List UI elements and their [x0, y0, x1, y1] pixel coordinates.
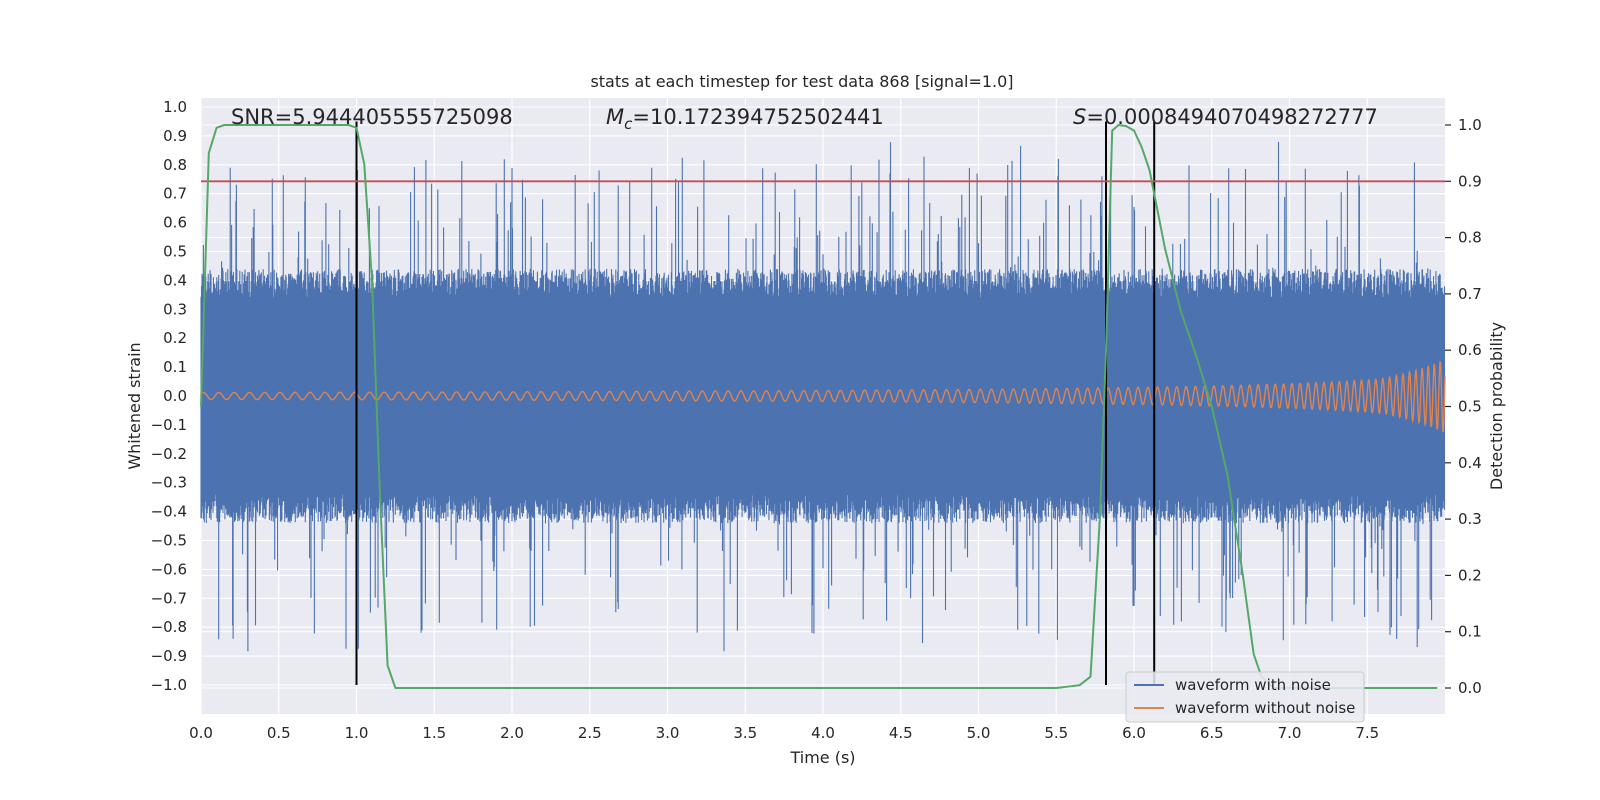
y-tick-label: −0.7 — [151, 589, 187, 607]
y2-tick-label: 0.2 — [1458, 566, 1482, 584]
mc-annotation: Mc=10.172394752502441 — [606, 105, 884, 133]
mc-value: =10.172394752502441 — [632, 105, 883, 129]
y-tick-label: −0.3 — [151, 474, 187, 492]
y-tick-label: 0.1 — [163, 358, 187, 376]
x-tick-label: 5.5 — [1044, 724, 1068, 742]
y-tick-label: 1.0 — [163, 98, 187, 116]
x-axis-label: Time (s) — [789, 748, 855, 767]
x-axis-ticks: 0.0 0.5 1.0 1.5 2.0 2.5 3.0 3.5 4.0 4.5 5.0 5.5 6.0 6… — [189, 724, 1379, 742]
detection-probability-line — [200, 123, 1438, 689]
y2-tick-label: 0.6 — [1458, 341, 1482, 359]
y-tick-label: −1.0 — [151, 676, 187, 694]
y2-tick-label: 0.7 — [1458, 285, 1482, 303]
y-tick-label: 0.4 — [163, 271, 187, 289]
vertical-markers — [355, 121, 1156, 685]
x-tick-label: 5.0 — [967, 724, 991, 742]
x-tick-label: 3.0 — [656, 724, 680, 742]
legend-frame — [1125, 671, 1365, 723]
y2-tick-label: 1.0 — [1458, 116, 1482, 134]
y-tick-label: 0.5 — [163, 243, 187, 261]
y-tick-label: −0.2 — [151, 445, 187, 463]
y-tick-label: 0.0 — [163, 387, 187, 405]
y-tick-label: 0.6 — [163, 214, 187, 232]
y-tick-label: −0.1 — [151, 416, 187, 434]
x-tick-label: 6.5 — [1200, 724, 1224, 742]
y-axis-ticks: 1.0 0.9 0.8 0.7 0.6 0.5 0.4 0.3 0.2 0.1 0.0 −0.1 −0.… — [151, 98, 187, 694]
y-tick-label: −0.4 — [151, 503, 187, 521]
y2-tick-label: 0.8 — [1458, 229, 1482, 247]
x-tick-label: 2.5 — [578, 724, 602, 742]
y-tick-label: −0.9 — [151, 647, 187, 665]
legend: waveform with noise waveform without noi… — [1125, 671, 1365, 723]
y2-tick-label: 0.9 — [1458, 172, 1482, 190]
x-tick-label: 7.5 — [1355, 724, 1379, 742]
x-tick-label: 4.5 — [889, 724, 913, 742]
x-tick-label: 6.0 — [1122, 724, 1146, 742]
x-tick-label: 4.0 — [811, 724, 835, 742]
x-tick-label: 0.5 — [267, 724, 291, 742]
y-tick-label: −0.5 — [151, 532, 187, 550]
x-tick-label: 1.5 — [422, 724, 446, 742]
snr-annotation: SNR=5.944405555725098 — [231, 105, 513, 129]
y-tick-label: 0.2 — [163, 329, 187, 347]
y2-axis-label: Detection probability — [1487, 322, 1506, 490]
y-tick-label: −0.6 — [151, 560, 187, 578]
s-annotation: S=0.0008494070498272777 — [1073, 105, 1378, 129]
x-tick-label: 7.0 — [1278, 724, 1302, 742]
legend-label-clean: waveform without noise — [1175, 699, 1355, 717]
chart-title: stats at each timestep for test data 868… — [590, 72, 1013, 91]
mc-symbol: M — [606, 105, 624, 129]
x-tick-label: 2.0 — [500, 724, 524, 742]
y2-tick-label: 0.5 — [1458, 398, 1482, 416]
y2-tick-label: 0.0 — [1458, 679, 1482, 697]
y-tick-label: 0.7 — [163, 185, 187, 203]
y-tick-label: −0.8 — [151, 618, 187, 636]
y2-axis-ticks: 1.0 0.9 0.8 0.7 0.6 0.5 0.4 0.3 0.2 0.1 0.0 — [1445, 116, 1482, 697]
y-tick-label: 0.8 — [163, 156, 187, 174]
y2-tick-label: 0.4 — [1458, 454, 1482, 472]
series-waveform-without-noise — [200, 361, 1446, 433]
s-value: =0.0008494070498272777 — [1086, 105, 1378, 129]
y-tick-label: 0.9 — [163, 127, 187, 145]
legend-label-noise: waveform with noise — [1175, 676, 1331, 694]
y2-tick-label: 0.1 — [1458, 623, 1482, 641]
s-symbol: S — [1073, 105, 1086, 129]
x-tick-label: 1.0 — [345, 724, 369, 742]
y-tick-label: 0.3 — [163, 300, 187, 318]
x-tick-label: 3.5 — [733, 724, 757, 742]
mc-subscript: c — [624, 115, 633, 133]
x-tick-label: 0.0 — [189, 724, 213, 742]
series-detection-probability — [200, 123, 1438, 689]
y-axis-label: Whitened strain — [125, 342, 144, 469]
clean-waveform-line — [200, 361, 1446, 433]
y2-tick-label: 0.3 — [1458, 510, 1482, 528]
